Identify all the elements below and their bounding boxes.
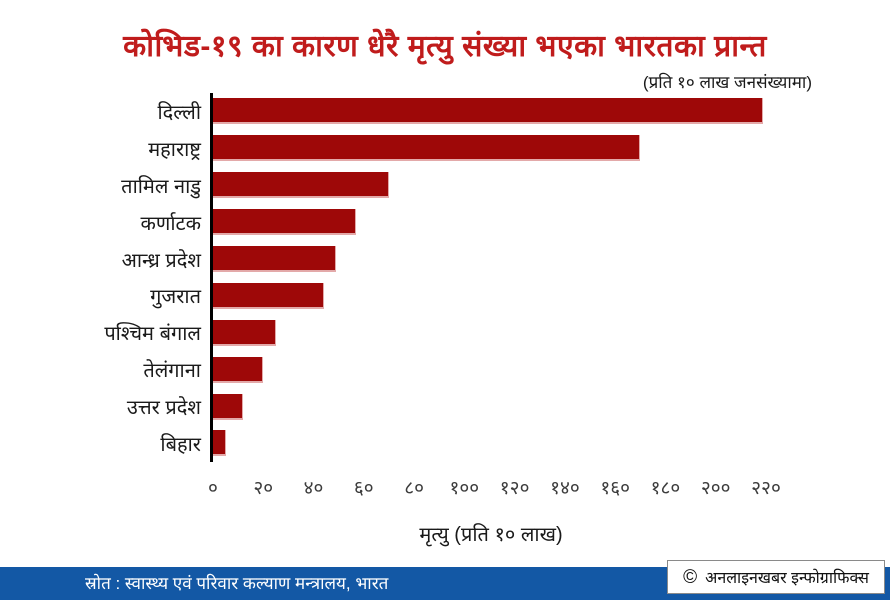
bar: [213, 393, 244, 420]
credit-box: © अनलाइनखबर इन्फोग्राफिक्स: [667, 560, 885, 594]
bar-chart: दिल्ली महाराष्ट्र तामिल नाडु कर्णाटक आन्ध्र …: [0, 93, 890, 462]
chart-row: बिहार: [0, 425, 890, 462]
bar: [213, 319, 276, 346]
bar: [213, 209, 357, 236]
y-axis-line: [210, 93, 213, 462]
x-tick-label: २२०: [751, 478, 781, 499]
bar-area: [213, 241, 890, 278]
chart-row: गुजरात: [0, 277, 890, 314]
bar: [213, 282, 324, 309]
bar: [213, 172, 389, 199]
x-tick-label: ८०: [404, 478, 424, 499]
x-tick-label: ०: [208, 478, 218, 499]
bar-area: [213, 314, 890, 351]
bar-area: [213, 167, 890, 204]
bar: [213, 98, 764, 125]
x-tick-label: २००: [700, 478, 731, 499]
bar: [213, 246, 337, 272]
bar-area: [213, 277, 890, 314]
bar: [213, 356, 264, 383]
x-tick-label: १००: [449, 478, 480, 499]
x-tick-label: १८०: [650, 478, 681, 499]
x-axis-label: मृत्यु (प्रति १० लाख): [419, 524, 563, 546]
x-tick-label: १२०: [499, 478, 530, 499]
category-label: महाराष्ट्र: [148, 138, 201, 161]
category-label: बिहार: [160, 433, 201, 456]
category-label: उत्तर प्रदेश: [126, 397, 201, 420]
x-tick-label: २०: [253, 478, 274, 499]
bar-area: [213, 93, 890, 130]
category-label: तामिल नाडु: [121, 175, 201, 198]
x-tick-label: १६०: [600, 478, 630, 499]
bar-area: [213, 130, 890, 167]
chart-row: महाराष्ट्र: [0, 130, 890, 167]
chart-row: पश्चिम बंगाल: [0, 314, 890, 351]
bar: [213, 430, 226, 457]
x-tick-label: १४०: [550, 478, 580, 499]
chart-row: तामिल नाडु: [0, 167, 890, 204]
chart-row: दिल्ली: [0, 93, 890, 130]
x-tick-label: ६०: [353, 478, 374, 499]
bar-area: [213, 388, 890, 425]
bar-area: [213, 425, 890, 462]
credit-text: अनलाइनखबर इन्फोग्राफिक्स: [705, 570, 869, 587]
copyright-icon: ©: [683, 566, 698, 588]
bar-area: [213, 204, 890, 241]
x-axis-ticks: ० २० ४० ६० ८० १०० १२० १४० १६० १८० २०० २२०: [0, 474, 890, 500]
category-label: तेलंगाना: [143, 360, 201, 383]
x-tick-label: ४०: [303, 478, 324, 499]
chart-row: उत्तर प्रदेश: [0, 388, 890, 425]
bar: [213, 135, 641, 162]
chart-title: कोभिड-१९ का कारण धेरै मृत्यु संख्या भएका…: [123, 30, 767, 63]
bar-area: [213, 351, 890, 388]
chart-row: तेलंगाना: [0, 351, 890, 388]
category-label: गुजरात: [150, 286, 201, 309]
chart-subtitle: (प्रति १० लाख जनसंख्यामा): [642, 73, 812, 92]
category-label: पश्चिम बंगाल: [104, 323, 201, 346]
chart-row: आन्ध्र प्रदेश: [0, 241, 890, 278]
source-text: स्रोत : स्वास्थ्य एवं परिवार कल्याण मन्त…: [85, 574, 389, 593]
category-label: आन्ध्र प्रदेश: [121, 249, 201, 272]
category-label: दिल्ली: [157, 101, 201, 124]
chart-row: कर्णाटक: [0, 204, 890, 241]
category-label: कर्णाटक: [140, 212, 201, 235]
